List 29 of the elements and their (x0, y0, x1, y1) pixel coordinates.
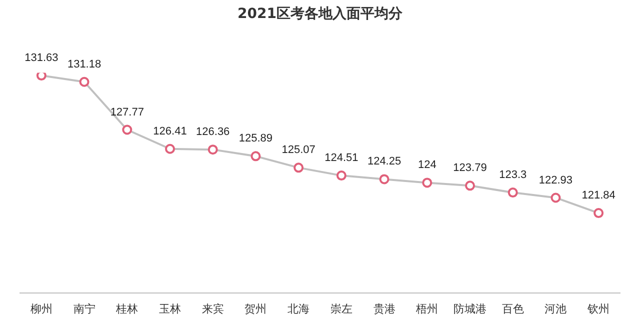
x-tick-label: 柳州 (30, 302, 52, 316)
data-label: 124.25 (367, 156, 402, 168)
data-label: 125.07 (282, 144, 316, 156)
x-tick-label: 来宾 (202, 302, 224, 316)
data-label: 131.63 (24, 52, 58, 64)
x-tick-label: 桂林 (115, 302, 138, 316)
x-tick-label: 玉林 (159, 302, 181, 316)
x-tick-label: 百色 (502, 302, 524, 316)
x-tick-label: 防城港 (454, 302, 486, 316)
data-label: 126.41 (153, 125, 187, 138)
data-label: 126.36 (196, 126, 230, 138)
x-tick-label: 贺州 (244, 302, 267, 316)
data-label: 121.84 (582, 190, 616, 202)
data-label: 122.93 (538, 174, 573, 186)
data-label: 123.3 (499, 169, 527, 182)
chart-title: 2021区考各地入面平均分 (238, 6, 404, 22)
x-tick-label: 钦州 (586, 302, 610, 316)
data-label: 124.51 (324, 152, 358, 164)
data-label: 125.89 (238, 132, 273, 145)
x-tick-label: 崇左 (330, 302, 352, 316)
data-label: 124 (418, 159, 436, 172)
x-tick-label: 梧州 (415, 302, 438, 316)
data-label: 127.77 (110, 106, 144, 118)
x-tick-label: 贵港 (373, 302, 396, 316)
x-tick-label: 河池 (544, 302, 567, 316)
data-label: 123.79 (453, 162, 487, 174)
data-label: 131.18 (67, 58, 102, 70)
x-tick-label: 南宁 (73, 302, 96, 316)
x-tick-label: 北海 (288, 302, 310, 316)
